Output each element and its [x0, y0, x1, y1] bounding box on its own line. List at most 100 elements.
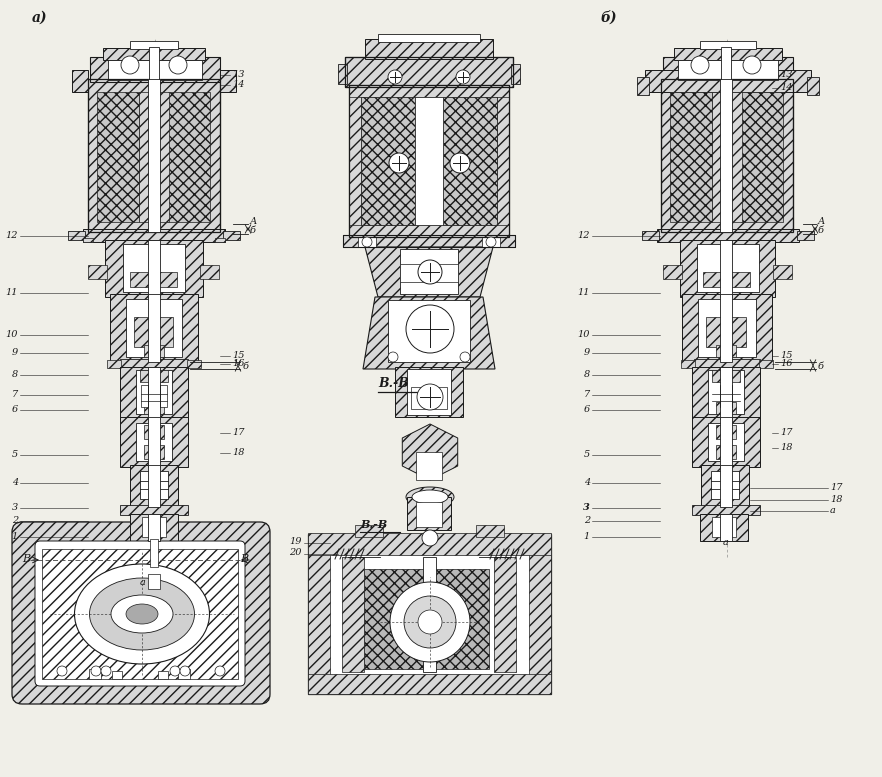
Text: 12: 12: [578, 231, 590, 240]
Bar: [349, 85, 509, 97]
Bar: [712, 92, 742, 222]
Text: 6: 6: [11, 405, 18, 414]
Text: В: В: [240, 554, 248, 564]
Bar: [355, 525, 383, 537]
Ellipse shape: [412, 490, 448, 504]
Bar: [144, 445, 164, 459]
Bar: [680, 240, 775, 297]
Bar: [682, 294, 772, 362]
Bar: [90, 57, 220, 82]
Bar: [674, 48, 782, 60]
Bar: [395, 367, 463, 417]
Bar: [670, 92, 712, 222]
Text: б: б: [818, 362, 824, 371]
Bar: [140, 370, 168, 382]
Bar: [694, 359, 760, 369]
Bar: [120, 359, 188, 369]
Bar: [642, 231, 659, 240]
Circle shape: [691, 56, 709, 74]
Bar: [144, 345, 164, 357]
Bar: [728, 317, 746, 347]
Text: 18: 18: [830, 495, 842, 504]
Bar: [148, 79, 160, 232]
Text: В.-В: В.-В: [360, 519, 387, 530]
Text: 20: 20: [289, 548, 302, 557]
Bar: [365, 39, 493, 59]
Ellipse shape: [74, 564, 210, 664]
Bar: [338, 64, 347, 84]
Bar: [144, 425, 164, 439]
Circle shape: [486, 237, 496, 247]
Bar: [415, 97, 443, 225]
Text: 9: 9: [11, 348, 18, 357]
Circle shape: [121, 56, 139, 74]
Bar: [482, 237, 500, 247]
Bar: [72, 70, 88, 92]
Bar: [411, 387, 447, 409]
Bar: [400, 249, 458, 294]
Text: 5: 5: [11, 450, 18, 459]
Circle shape: [170, 666, 180, 676]
Text: а: а: [830, 506, 836, 515]
Bar: [716, 445, 736, 459]
Bar: [712, 517, 736, 537]
Text: 14: 14: [232, 80, 244, 89]
Bar: [103, 48, 205, 60]
Bar: [149, 47, 159, 82]
Bar: [343, 235, 515, 247]
Circle shape: [450, 153, 470, 173]
Bar: [150, 539, 158, 567]
Bar: [511, 64, 520, 84]
Bar: [130, 41, 178, 49]
Ellipse shape: [126, 604, 158, 624]
Bar: [89, 669, 101, 679]
Text: 11: 11: [5, 288, 18, 297]
Bar: [378, 34, 480, 42]
Text: 4: 4: [584, 478, 590, 487]
Bar: [407, 369, 451, 415]
Bar: [720, 294, 732, 362]
Circle shape: [101, 666, 111, 676]
Bar: [83, 229, 225, 242]
Text: 13: 13: [780, 70, 793, 79]
Bar: [364, 569, 489, 669]
Circle shape: [388, 352, 398, 362]
Bar: [698, 299, 756, 357]
Bar: [700, 41, 756, 49]
Bar: [112, 671, 122, 679]
Text: 17: 17: [830, 483, 842, 492]
Bar: [741, 92, 783, 222]
Bar: [712, 370, 740, 382]
Bar: [187, 360, 201, 368]
Bar: [126, 299, 182, 357]
Bar: [107, 360, 121, 368]
Bar: [68, 231, 85, 240]
Text: 9: 9: [584, 348, 590, 357]
Bar: [88, 79, 220, 232]
Bar: [215, 238, 225, 242]
Ellipse shape: [111, 595, 173, 633]
Bar: [807, 77, 819, 95]
Bar: [120, 505, 188, 515]
Bar: [349, 85, 509, 237]
Bar: [136, 423, 172, 461]
Bar: [220, 70, 236, 92]
Bar: [407, 497, 451, 530]
Bar: [148, 465, 160, 507]
Bar: [703, 272, 725, 287]
Bar: [716, 345, 736, 357]
Bar: [706, 317, 724, 347]
Bar: [88, 265, 107, 279]
Circle shape: [362, 237, 372, 247]
Circle shape: [169, 56, 187, 74]
Bar: [358, 237, 376, 247]
Text: б: б: [243, 362, 249, 371]
Circle shape: [418, 260, 442, 284]
Bar: [423, 557, 436, 672]
Bar: [681, 360, 695, 368]
Bar: [711, 471, 739, 499]
Bar: [110, 294, 198, 362]
Bar: [663, 57, 793, 82]
Bar: [140, 565, 168, 577]
Text: 17: 17: [232, 428, 244, 437]
